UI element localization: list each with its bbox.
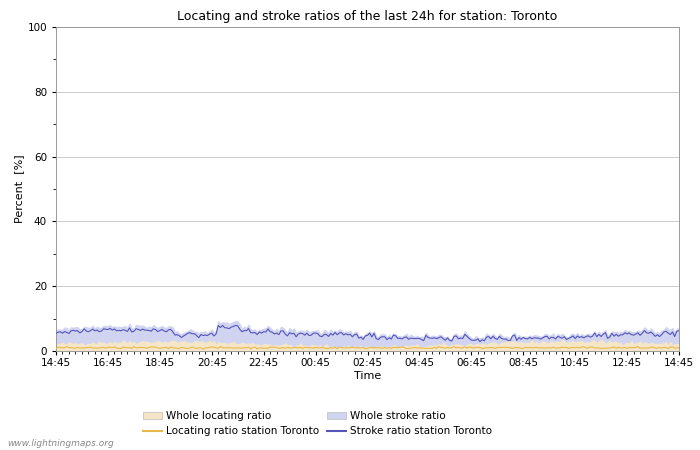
X-axis label: Time: Time — [354, 371, 381, 381]
Title: Locating and stroke ratios of the last 24h for station: Toronto: Locating and stroke ratios of the last 2… — [177, 10, 558, 23]
Text: www.lightningmaps.org: www.lightningmaps.org — [7, 439, 113, 448]
Legend: Whole locating ratio, Locating ratio station Toronto, Whole stroke ratio, Stroke: Whole locating ratio, Locating ratio sta… — [143, 411, 492, 436]
Y-axis label: Percent  [%]: Percent [%] — [15, 155, 24, 223]
